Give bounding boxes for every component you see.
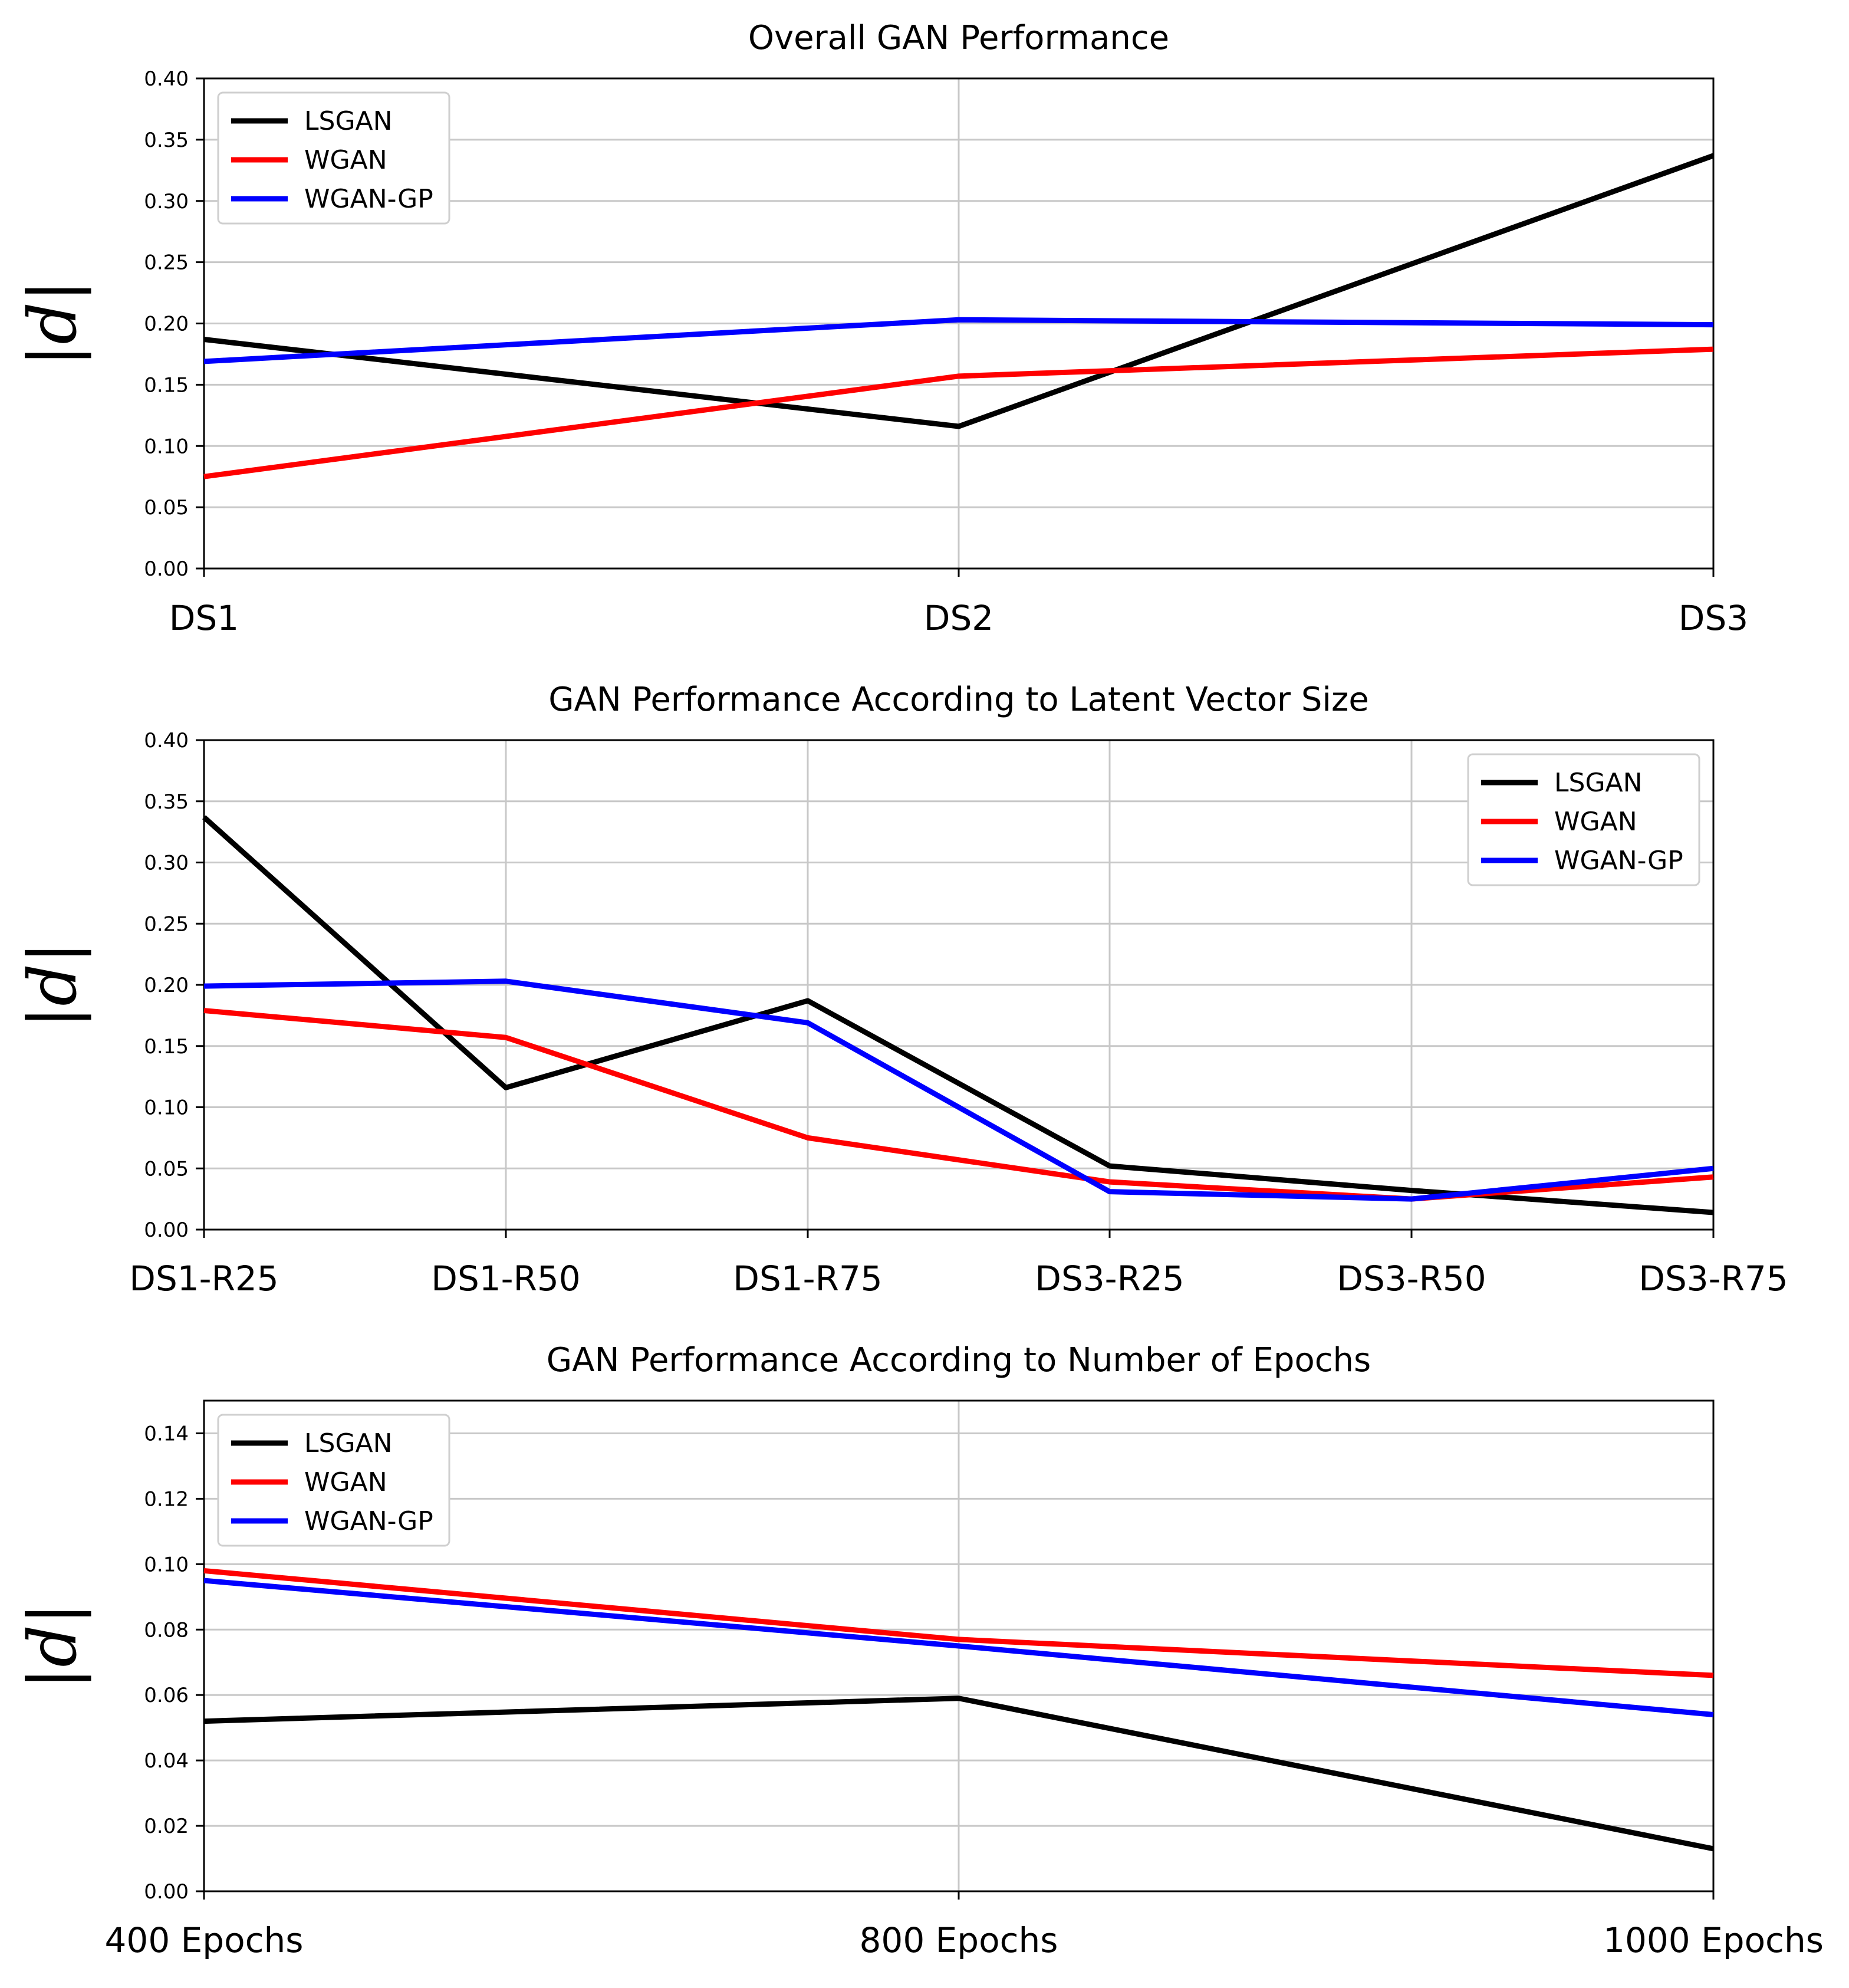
y-tick-label: 0.40: [144, 67, 189, 91]
y-tick-label: 0.25: [144, 251, 189, 275]
y-tick-label: 0.10: [144, 1096, 189, 1120]
y-tick-label: 0.15: [144, 373, 189, 397]
y-tick-label: 0.40: [144, 729, 189, 753]
y-tick-label: 0.35: [144, 790, 189, 814]
chart-panel-2: GAN Performance According to Latent Vect…: [15, 681, 1788, 1299]
chart-title: GAN Performance According to Number of E…: [547, 1341, 1371, 1379]
x-tick-label: 800 Epochs: [860, 1920, 1058, 1960]
y-tick-label: 0.06: [144, 1684, 189, 1707]
chart-title: GAN Performance According to Latent Vect…: [548, 681, 1369, 719]
y-tick-label: 0.00: [144, 557, 189, 581]
y-tick-label: 0.30: [144, 190, 189, 213]
y-tick-label: 0.02: [144, 1815, 189, 1838]
y-tick-label: 0.10: [144, 435, 189, 458]
y-tick-label: 0.04: [144, 1749, 189, 1773]
y-axis-label: |d|: [15, 941, 91, 1028]
chart-title: Overall GAN Performance: [748, 19, 1169, 57]
legend-label-lsgan: LSGAN: [304, 1428, 393, 1458]
y-tick-label: 0.00: [144, 1880, 189, 1904]
legend-box: [217, 91, 450, 225]
legend: LSGAN WGAN WGAN-GP: [217, 1414, 450, 1547]
y-tick-label: 0.35: [144, 129, 189, 152]
chart-panel-3: GAN Performance According to Number of E…: [15, 1341, 1824, 1960]
y-tick-label: 0.08: [144, 1618, 189, 1642]
legend-label-wgan: WGAN: [304, 1467, 387, 1497]
x-tick-label: DS1: [169, 598, 239, 638]
legend-box: [217, 1414, 450, 1547]
legend-label-wgan: WGAN: [1554, 807, 1637, 837]
y-axis-label: |d|: [15, 280, 91, 366]
y-axis-label: |d|: [15, 1602, 91, 1689]
legend-label-lsgan: LSGAN: [304, 106, 393, 136]
x-tick-label: DS3-R75: [1639, 1258, 1788, 1299]
legend-label-lsgan: LSGAN: [1554, 768, 1643, 798]
x-tick-label: DS2: [924, 598, 993, 638]
legend-label-wgan-gp: WGAN-GP: [304, 184, 433, 214]
x-tick-label: DS1-R50: [431, 1258, 580, 1299]
y-tick-label: 0.20: [144, 974, 189, 997]
legend-box: [1467, 753, 1700, 886]
y-tick-label: 0.30: [144, 852, 189, 875]
y-tick-label: 0.25: [144, 912, 189, 936]
y-tick-label: 0.15: [144, 1035, 189, 1059]
x-tick-label: DS3-R50: [1337, 1258, 1486, 1299]
y-tick-label: 0.12: [144, 1487, 189, 1511]
x-tick-label: DS3-R25: [1035, 1258, 1184, 1299]
x-tick-label: 1000 Epochs: [1603, 1920, 1824, 1960]
y-tick-label: 0.10: [144, 1553, 189, 1576]
y-tick-label: 0.05: [144, 1157, 189, 1181]
y-tick-label: 0.20: [144, 313, 189, 336]
plot-frame: [203, 1399, 1715, 1892]
chart-panel-1: Overall GAN Performance |d| 0.00 0.05 0.10 0.…: [15, 19, 1748, 638]
y-tick-label: 0.14: [144, 1422, 189, 1445]
legend-label-wgan-gp: WGAN-GP: [1554, 846, 1683, 876]
x-tick-label: DS3: [1679, 598, 1748, 638]
series-line-wgan-gp: [203, 978, 1714, 1202]
legend-label-wgan: WGAN: [304, 145, 387, 175]
legend-label-wgan-gp: WGAN-GP: [304, 1506, 433, 1536]
x-tick-label: 400 Epochs: [105, 1920, 304, 1960]
legend: LSGAN WGAN WGAN-GP: [1467, 753, 1700, 886]
legend: LSGAN WGAN WGAN-GP: [217, 91, 450, 225]
y-tick-label: 0.00: [144, 1218, 189, 1242]
y-tick-label: 0.05: [144, 496, 189, 520]
x-tick-label: DS1-R25: [129, 1258, 278, 1299]
x-tick-label: DS1-R75: [733, 1258, 882, 1299]
